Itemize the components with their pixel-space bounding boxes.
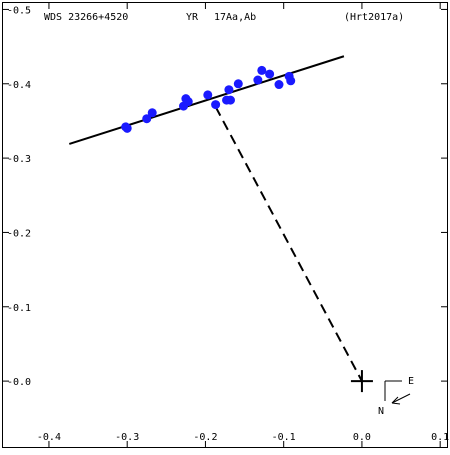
data-point bbox=[257, 65, 267, 75]
data-point bbox=[224, 85, 234, 95]
x-axis: -0.4 -0.3 -0.2 -0.1 0.0 0.1 bbox=[37, 2, 449, 448]
data-point bbox=[274, 80, 284, 90]
compass: E N bbox=[378, 376, 414, 417]
data-point bbox=[265, 69, 275, 79]
compass-east-label: E bbox=[408, 376, 414, 387]
motion-arrow-icon bbox=[391, 393, 411, 405]
y-tick-label: -0.3 bbox=[7, 154, 31, 165]
primary-star-marker bbox=[350, 370, 373, 393]
data-points bbox=[121, 65, 296, 133]
header-id: WDS 23266+4520 bbox=[44, 12, 128, 23]
x-tick-label: -0.1 bbox=[272, 432, 296, 443]
y-tick-label: -0.1 bbox=[7, 303, 31, 314]
x-tick-label: -0.4 bbox=[37, 432, 61, 443]
dashed-connector-line bbox=[214, 106, 363, 382]
header-reference: (Hrt2017a) bbox=[344, 12, 404, 23]
plot-frame bbox=[2, 2, 448, 448]
y-tick-label: -0.0 bbox=[7, 377, 31, 388]
data-point bbox=[225, 95, 235, 105]
data-point bbox=[211, 100, 221, 110]
data-point bbox=[147, 108, 157, 118]
x-tick-label: 0.1 bbox=[431, 432, 449, 443]
data-point bbox=[233, 79, 243, 89]
header-pair: 17Aa,Ab bbox=[214, 12, 256, 23]
data-point bbox=[286, 76, 296, 86]
x-tick-label: -0.2 bbox=[193, 432, 217, 443]
data-point bbox=[122, 123, 132, 133]
data-point bbox=[142, 114, 152, 124]
header-label: YR bbox=[186, 12, 199, 23]
orbit-layer bbox=[68, 55, 363, 382]
x-tick-label: -0.3 bbox=[115, 432, 139, 443]
y-axis: -0.5 -0.4 -0.3 -0.2 -0.1 -0.0 bbox=[2, 5, 448, 388]
data-point bbox=[183, 97, 193, 107]
compass-north-label: N bbox=[378, 406, 384, 417]
data-point bbox=[203, 90, 213, 100]
y-tick-label: -0.2 bbox=[7, 228, 31, 239]
y-tick-label: -0.5 bbox=[7, 5, 31, 16]
x-tick-label: 0.0 bbox=[353, 432, 371, 443]
data-point bbox=[253, 75, 263, 85]
y-tick-label: -0.4 bbox=[7, 80, 31, 91]
orbit-line bbox=[68, 55, 345, 145]
